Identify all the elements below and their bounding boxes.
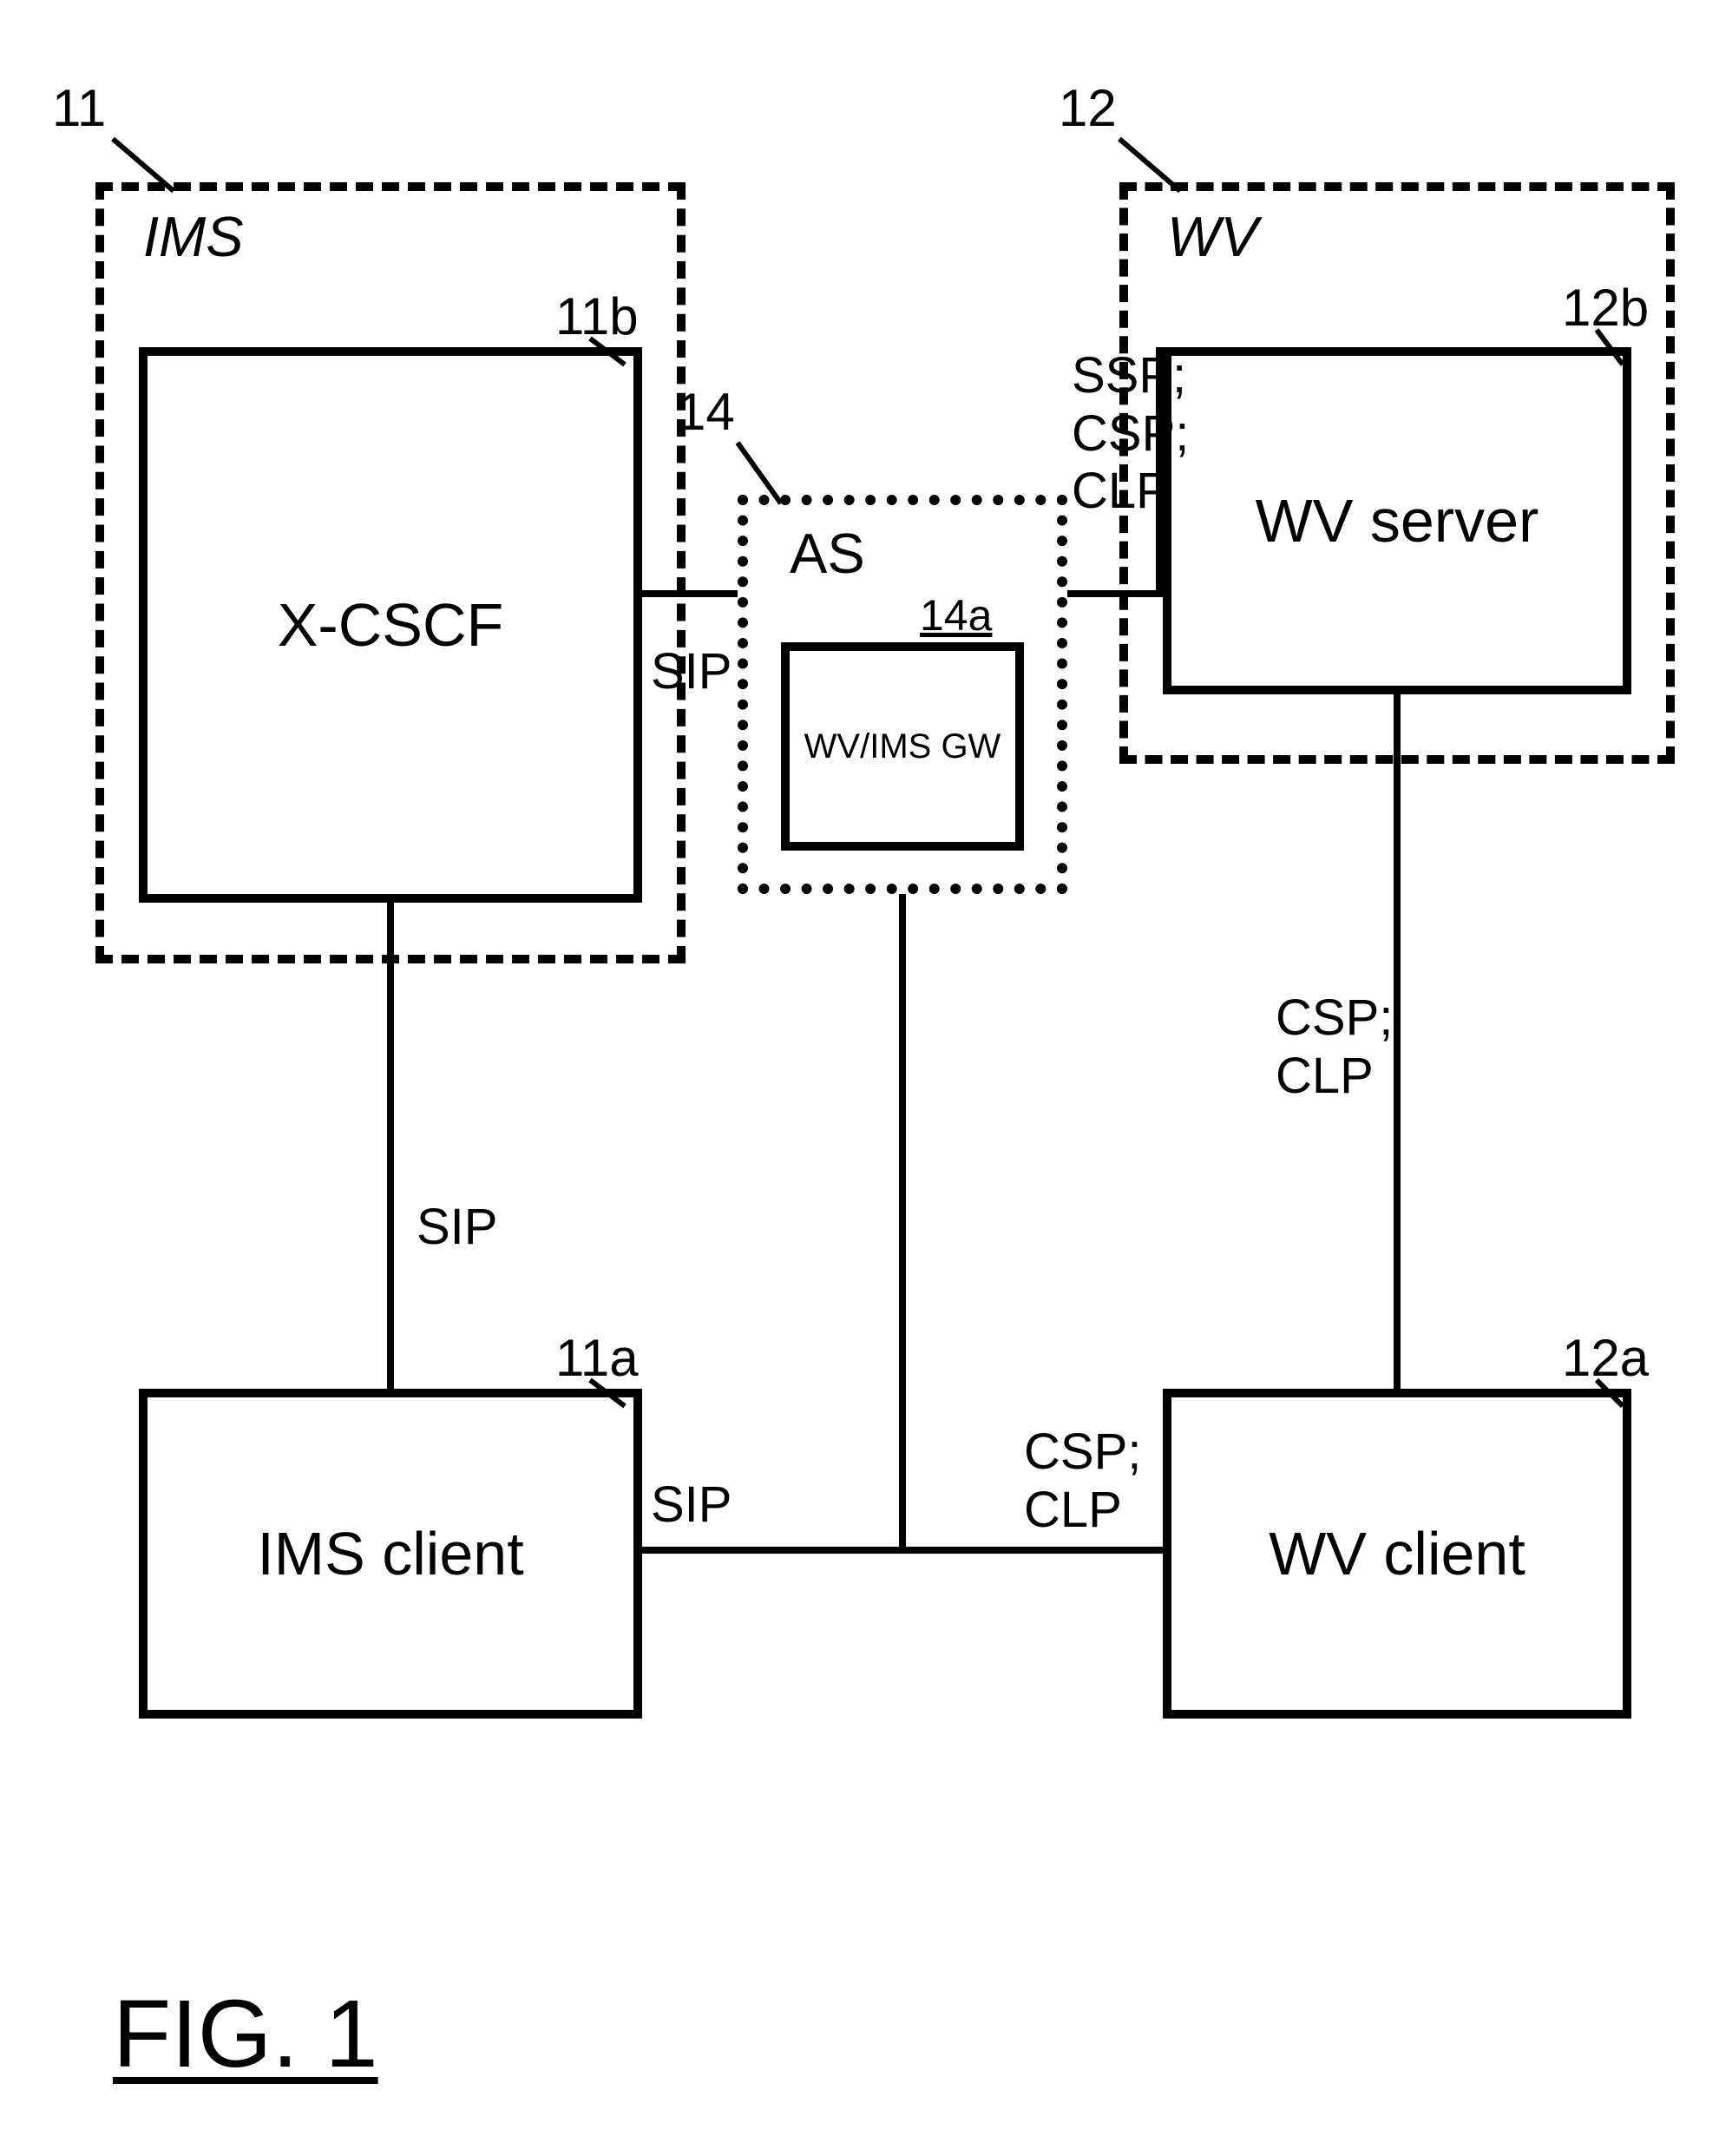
- edge-as-wvclient-h: [906, 1547, 1163, 1554]
- wvserver-box-label: WV server: [1256, 486, 1539, 555]
- wvserver-leader-line: [1562, 278, 1692, 408]
- wvclient-leader-line: [1562, 1328, 1692, 1458]
- edge-wvserver-wvclient-label: CSP; CLP: [1276, 989, 1393, 1105]
- wvclient-box-label: WV client: [1269, 1519, 1525, 1588]
- edge-as-wvserver-h: [1067, 590, 1163, 597]
- xcscf-box: X-CSCF: [139, 347, 642, 903]
- imsclient-leader-line: [555, 1328, 686, 1458]
- edge-as-wvclient-label: CSP; CLP: [1024, 1423, 1141, 1539]
- edge-as-wvserver-label: SSP; CSP; CLP: [1072, 347, 1189, 521]
- wvserver-box: WV server: [1163, 347, 1631, 694]
- edge-as-imsclient-h: [642, 1547, 906, 1554]
- edge-wvserver-wvclient: [1394, 694, 1401, 1389]
- edge-xcscf-as: [642, 590, 738, 597]
- imsclient-box-label: IMS client: [257, 1519, 523, 1588]
- xcscf-box-label: X-CSCF: [278, 590, 504, 660]
- wvimsgw-ref-label: 14a: [920, 590, 992, 641]
- edge-as-imsclient-v: [899, 894, 906, 1554]
- edge-as-imsclient-label: SIP: [651, 1476, 732, 1534]
- wvclient-box: WV client: [1163, 1389, 1631, 1719]
- figure-caption: FIG. 1: [113, 1979, 378, 2089]
- ims-leader-line: [0, 0, 260, 260]
- edge-xcscf-imsclient: [387, 903, 394, 1389]
- edge-xcscf-as-label: SIP: [651, 642, 732, 700]
- wv-leader-line: [1041, 0, 1302, 260]
- xcscf-leader-line: [555, 286, 686, 417]
- wvimsgw-box-label: WV/IMS GW: [804, 727, 1001, 766]
- edge-xcscf-imsclient-label: SIP: [417, 1198, 498, 1256]
- as-leader-line: [677, 382, 850, 555]
- diagram-canvas: IMS 11 WV 12 AS 14 X-CSCF 11b WV server …: [0, 0, 1719, 2156]
- wvimsgw-box: WV/IMS GW: [781, 642, 1024, 851]
